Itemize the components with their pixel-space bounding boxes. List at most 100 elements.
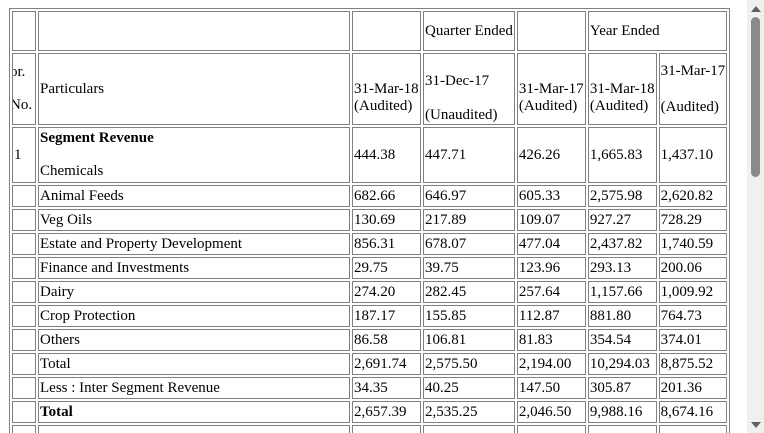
row-value: 305.87 <box>587 377 657 399</box>
row-value: 2,437.82 <box>587 233 657 255</box>
header-col-3-date: 31-Mar-17 <box>518 81 584 97</box>
row-value: 86.58 <box>352 329 421 351</box>
header-row-top: Quarter Ended Year Ended <box>12 11 728 51</box>
row-value: 39.75 <box>423 257 515 279</box>
row-srno <box>12 305 36 327</box>
row-value: 927.27 <box>587 209 657 231</box>
table-row: Dairy 274.20 282.45 257.64 1,157.66 1,009.92 <box>12 281 728 303</box>
row-value: 112.87 <box>516 305 586 327</box>
row-value: 130.69 <box>352 209 421 231</box>
header-quarter-ended: Quarter Ended <box>423 11 515 51</box>
row-label: Crop Protection <box>38 305 350 327</box>
row-value: 10,294.03 <box>587 353 657 375</box>
row-value: 8,875.52 <box>658 353 728 375</box>
table-row: Less : Inter Segment Revenue 34.35 40.25 14… <box>12 377 728 399</box>
header-srno-line1: or. <box>13 64 26 80</box>
row-label: Estate and Property Development <box>38 233 350 255</box>
row-value: 81.83 <box>516 329 586 351</box>
row-srno <box>12 353 36 375</box>
row-value: 2,620.82 <box>658 185 728 207</box>
row-value: 2,535.25 <box>423 401 515 423</box>
arrow-up-icon <box>750 5 761 12</box>
row-srno <box>12 209 36 231</box>
scrollbar-thumb[interactable] <box>751 17 760 177</box>
row-value: 29.75 <box>352 257 421 279</box>
header-empty-col3 <box>516 11 586 51</box>
table-row: Estate and Property Development 856.31 678… <box>12 233 728 255</box>
header-col-5-date: 31-Mar-17 <box>660 62 726 79</box>
table-row: Crop Protection 187.17 155.85 112.87 881.80 7… <box>12 305 728 327</box>
header-col-3: 31-Mar-17 (Audited) <box>516 53 586 125</box>
row-0-value-4: 1,437.10 <box>658 127 728 183</box>
row-srno <box>12 281 36 303</box>
row-value: 34.35 <box>352 377 421 399</box>
header-year-ended: Year Ended <box>587 11 728 51</box>
table-row: Others 86.58 106.81 81.83 354.54 374.01 <box>12 329 728 351</box>
row-cell-partial <box>352 425 421 433</box>
row-value: 2,575.50 <box>423 353 515 375</box>
row-value: 147.50 <box>516 377 586 399</box>
row-value: 200.06 <box>658 257 728 279</box>
header-col-2-status: (Unaudited) <box>425 106 498 123</box>
row-value: 728.29 <box>658 209 728 231</box>
row-value: 282.45 <box>423 281 515 303</box>
row-label: Animal Feeds <box>38 185 350 207</box>
header-srno: or. No. <box>12 53 36 125</box>
section-number-text: 1 <box>14 146 22 163</box>
header-col-5: 31-Mar-17 (Audited) <box>658 53 728 125</box>
row-srno <box>12 329 36 351</box>
header-row-dates: or. No. Particulars 31-Mar-18 (Audited) … <box>12 53 728 125</box>
row-label: Total <box>38 353 350 375</box>
row-value: 40.25 <box>423 377 515 399</box>
row-value: 477.04 <box>516 233 586 255</box>
header-empty-particulars <box>38 11 350 51</box>
header-col-5-status: (Audited) <box>660 98 719 115</box>
row-value: 2,046.50 <box>516 401 586 423</box>
header-col-3-status: (Audited) <box>518 98 578 114</box>
row-srno <box>12 233 36 255</box>
row-value: 881.80 <box>587 305 657 327</box>
header-empty-col1 <box>352 11 421 51</box>
row-value: 217.89 <box>423 209 515 231</box>
row-value: 1,009.92 <box>658 281 728 303</box>
row-0-value-0: 444.38 <box>352 127 421 183</box>
row-cell-partial <box>587 425 657 433</box>
row-cell-partial <box>423 425 515 433</box>
scroll-up-button[interactable] <box>747 0 764 17</box>
row-cell-partial <box>38 425 350 433</box>
row-value: 764.73 <box>658 305 728 327</box>
row-value: 123.96 <box>516 257 586 279</box>
header-col-4: 31-Mar-18 (Audited) <box>587 53 657 125</box>
table-row: Animal Feeds 682.66 646.97 605.33 2,575.98 2,… <box>12 185 728 207</box>
document-viewport: Quarter Ended Year Ended or. No. Particu… <box>9 8 731 433</box>
row-value: 8,674.16 <box>658 401 728 423</box>
header-col-1-date: 31-Mar-18 <box>354 81 419 97</box>
header-col-1-status: (Audited) <box>354 98 413 114</box>
row-value: 106.81 <box>423 329 515 351</box>
section-title: Segment Revenue <box>40 130 154 146</box>
scroll-down-button[interactable] <box>747 416 764 433</box>
row-value: 9,988.16 <box>587 401 657 423</box>
row-value: 646.97 <box>423 185 515 207</box>
section-number: 1 <box>12 127 36 183</box>
row-label: Finance and Investments <box>38 257 350 279</box>
row-label: Veg Oils <box>38 209 350 231</box>
row-label: Less : Inter Segment Revenue <box>38 377 350 399</box>
row-0-value-3: 1,665.83 <box>587 127 657 183</box>
table-row: Total 2,691.74 2,575.50 2,194.00 10,294.03 8,… <box>12 353 728 375</box>
row-value: 2,194.00 <box>516 353 586 375</box>
vertical-scrollbar[interactable] <box>747 0 764 433</box>
header-col-2-date: 31-Dec-17 <box>425 72 490 89</box>
row-label: Others <box>38 329 350 351</box>
table-row: Finance and Investments 29.75 39.75 123.96 2… <box>12 257 728 279</box>
row-srno <box>12 185 36 207</box>
header-col-2: 31-Dec-17 (Unaudited) <box>423 53 515 125</box>
section-particulars: Segment Revenue Chemicals <box>38 127 350 183</box>
row-value: 109.07 <box>516 209 586 231</box>
row-value: 374.01 <box>658 329 728 351</box>
header-srno-line2: No. <box>12 97 33 113</box>
row-value: 605.33 <box>516 185 586 207</box>
row-value: 678.07 <box>423 233 515 255</box>
row-0-value-2: 426.26 <box>516 127 586 183</box>
row-value: 1,157.66 <box>587 281 657 303</box>
